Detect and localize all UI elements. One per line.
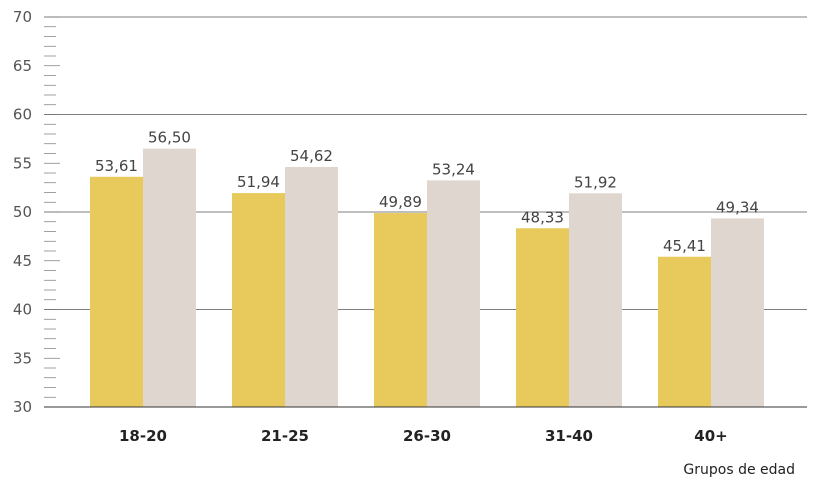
y-axis-minor-ticks — [44, 16, 60, 408]
x-axis-title: Grupos de edad — [683, 462, 795, 478]
data-label: 56,50 — [148, 129, 191, 147]
x-axis-ticks: 18-20 21-25 26-30 31-40 40+ — [119, 427, 728, 445]
y-tick-label: 65 — [13, 57, 32, 75]
data-label: 49,34 — [716, 198, 759, 216]
x-tick-label: 26-30 — [403, 427, 451, 445]
y-tick-label: 30 — [13, 398, 32, 416]
y-tick-label: 35 — [13, 349, 32, 367]
bar-26-30-series-2 — [427, 180, 480, 407]
data-label: 53,61 — [95, 157, 138, 175]
x-tick-label: 18-20 — [119, 427, 167, 445]
x-tick-label: 21-25 — [261, 427, 309, 445]
data-label: 48,33 — [521, 208, 564, 226]
bar-40+-series-1 — [658, 256, 711, 407]
y-tick-label: 55 — [13, 154, 32, 172]
bar-26-30-series-1 — [374, 213, 427, 407]
bar-18-20-series-1 — [90, 176, 143, 407]
data-labels: 53,61 56,50 51,94 54,62 49,89 53,24 48,33 51,92… — [95, 129, 759, 255]
data-label: 45,41 — [663, 237, 706, 255]
y-tick-label: 40 — [13, 301, 32, 319]
bar-40+-series-2 — [711, 218, 764, 407]
bar-21-25-series-2 — [285, 166, 338, 407]
y-axis-ticks: 30 35 40 45 50 55 60 65 70 — [13, 8, 32, 416]
bar-31-40-series-1 — [516, 228, 569, 407]
data-label: 49,89 — [379, 193, 422, 211]
data-label: 51,94 — [237, 173, 280, 191]
bar-18-20-series-2 — [143, 148, 196, 407]
bar-21-25-series-1 — [232, 193, 285, 407]
y-tick-label: 45 — [13, 252, 32, 270]
data-label: 54,62 — [290, 147, 333, 165]
y-tick-label: 70 — [13, 8, 32, 26]
x-tick-label: 31-40 — [545, 427, 593, 445]
data-label: 51,92 — [574, 173, 617, 191]
data-label: 53,24 — [432, 160, 475, 178]
x-tick-label: 40+ — [694, 427, 727, 445]
y-tick-label: 60 — [13, 106, 32, 124]
bar-31-40-series-2 — [569, 193, 622, 407]
bars — [90, 148, 764, 407]
y-tick-label: 50 — [13, 203, 32, 221]
